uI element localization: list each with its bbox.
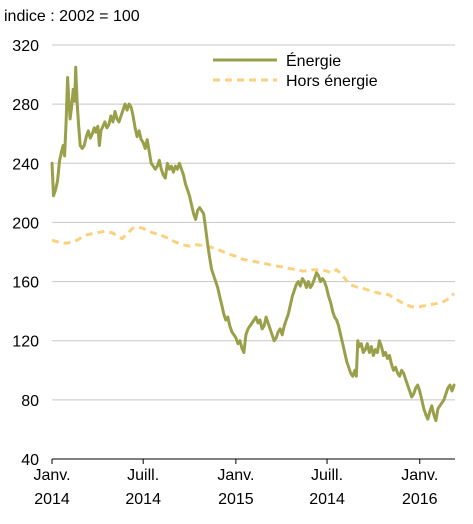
x-tick-label-year: 2016: [402, 491, 438, 508]
series-line-hors-energie: [51, 225, 456, 309]
y-tick-label: 280: [12, 97, 39, 114]
x-tick-label-year: 2014: [34, 491, 70, 508]
x-tick-label-year: 2015: [218, 491, 254, 508]
y-tick-label: 80: [21, 393, 39, 410]
legend: Énergie Hors énergie: [213, 51, 378, 90]
plot-area: [50, 65, 456, 423]
y-tick-label: 160: [12, 275, 39, 292]
y-axis: 40 80 120 160 200 240 280 320: [12, 38, 39, 469]
y-tick-label: 40: [21, 452, 39, 469]
x-tick-label-year: 2014: [125, 491, 161, 508]
x-tick-label: Juill.: [127, 467, 159, 484]
x-tick-label: Janv.: [217, 467, 254, 484]
y-tick-label: 120: [12, 334, 39, 351]
x-tick-label: Janv.: [401, 467, 438, 484]
x-tick-label-year: 2014: [309, 491, 345, 508]
legend-label-energie: Énergie: [286, 51, 341, 70]
y-tick-label: 320: [12, 38, 39, 55]
y-unit-label: indice : 2002 = 100: [4, 8, 140, 25]
y-tick-label: 240: [12, 156, 39, 173]
series-line-energie: [50, 65, 456, 423]
x-tick-label: Janv.: [33, 467, 70, 484]
y-tick-label: 200: [12, 215, 39, 232]
legend-label-hors-energie: Hors énergie: [286, 73, 378, 90]
x-tick-label: Juill.: [311, 467, 343, 484]
gridlines: [52, 44, 455, 401]
x-axis: Janv. 2014 Juill. 2014 Janv. 2015 Juill. 2014 Ja…: [33, 458, 455, 508]
